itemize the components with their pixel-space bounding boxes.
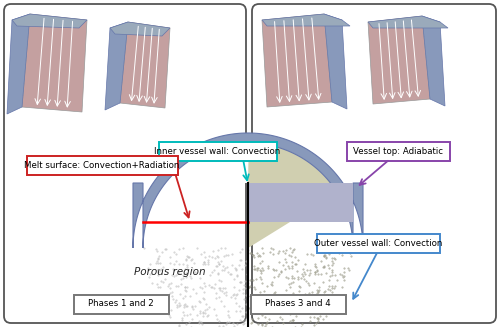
Polygon shape [422,16,445,106]
FancyBboxPatch shape [74,295,168,314]
Text: Phases 1 and 2: Phases 1 and 2 [88,300,154,308]
Polygon shape [110,22,170,36]
Bar [248,183,353,222]
Polygon shape [120,22,170,108]
Text: Porous region: Porous region [134,267,206,277]
Polygon shape [262,14,332,107]
Polygon shape [262,14,350,26]
FancyBboxPatch shape [346,142,450,161]
FancyBboxPatch shape [316,233,440,252]
Polygon shape [248,143,353,248]
FancyBboxPatch shape [158,142,276,161]
FancyBboxPatch shape [250,295,346,314]
Polygon shape [368,16,448,28]
Polygon shape [12,14,87,28]
Text: Inner vessel wall: Convection: Inner vessel wall: Convection [154,146,280,156]
Polygon shape [22,14,87,112]
Text: Phases 3 and 4: Phases 3 and 4 [265,300,331,308]
Polygon shape [368,16,430,104]
Polygon shape [105,22,128,110]
Polygon shape [7,14,30,114]
Polygon shape [324,14,347,109]
Polygon shape [133,133,363,248]
Text: Outer vessel wall: Convection: Outer vessel wall: Convection [314,238,442,248]
Text: Vessel top: Adiabatic: Vessel top: Adiabatic [353,146,443,156]
Text: Melt surface: Convection+Radiation: Melt surface: Convection+Radiation [24,161,180,169]
Polygon shape [143,143,248,248]
FancyBboxPatch shape [26,156,178,175]
